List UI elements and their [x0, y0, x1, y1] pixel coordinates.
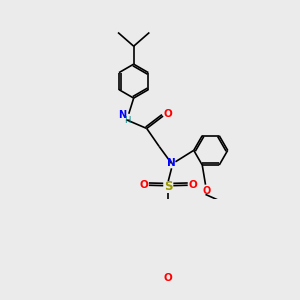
Text: O: O [189, 180, 197, 190]
Text: H: H [124, 116, 130, 125]
Text: O: O [139, 180, 148, 190]
Text: N: N [167, 158, 176, 168]
Text: O: O [163, 110, 172, 119]
Text: N: N [118, 110, 126, 120]
Text: O: O [164, 273, 173, 283]
Text: O: O [202, 185, 210, 196]
Text: S: S [164, 180, 172, 194]
